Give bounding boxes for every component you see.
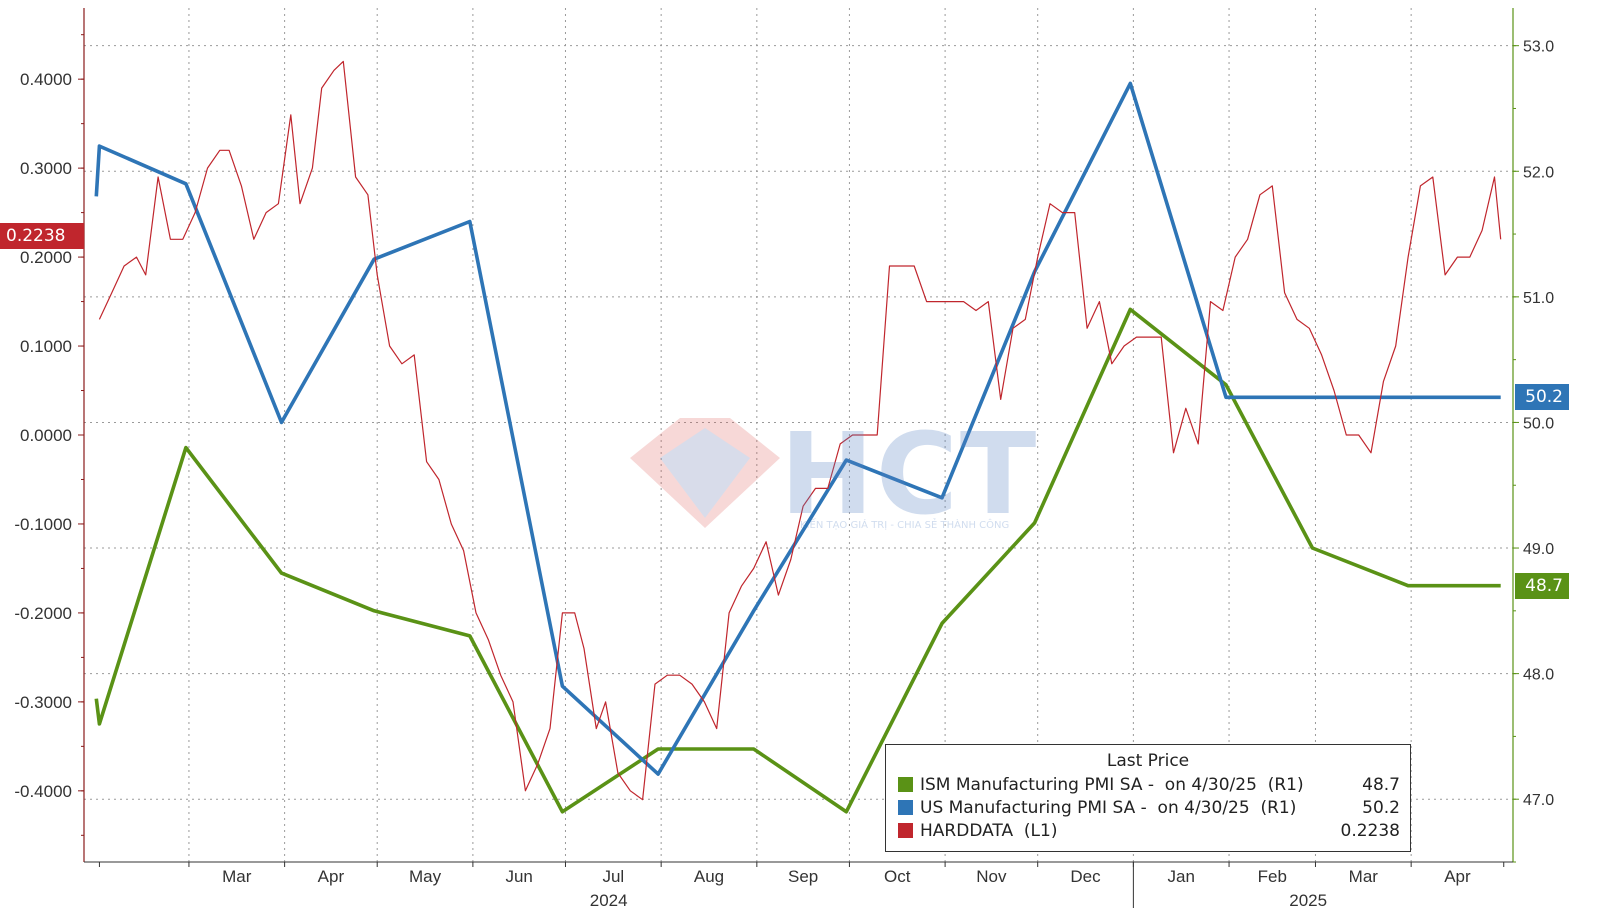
x-tick-label: Mar	[1349, 867, 1379, 886]
x-tick-label: Oct	[884, 867, 911, 886]
legend-name-harddata: HARDDATA (L1)	[920, 821, 1340, 841]
year-label-2024: 2024	[590, 891, 628, 909]
x-tick-label: Jul	[602, 867, 624, 886]
last-value-tag-ism-pmi: 48.7	[1515, 573, 1569, 599]
x-tick-label: Mar	[222, 867, 252, 886]
legend-swatch-harddata	[898, 823, 913, 838]
left-tick-label: -0.4000	[14, 782, 72, 801]
right-tick-label: 48.0	[1523, 667, 1554, 684]
legend-entry-ism: ISM Manufacturing PMI SA - on 4/30/25 (R…	[886, 773, 1410, 796]
x-tick-label: Feb	[1258, 867, 1287, 886]
series-line-2	[99, 61, 1500, 799]
x-tick-label: Apr	[1444, 867, 1471, 886]
legend-swatch-us-pmi	[898, 800, 913, 815]
x-tick-label: Aug	[694, 867, 724, 886]
legend-swatch-ism	[898, 777, 913, 792]
x-tick-label: Jun	[505, 867, 532, 886]
legend: Last Price ISM Manufacturing PMI SA - on…	[885, 744, 1411, 852]
series-line-0	[96, 309, 1500, 811]
left-tick-label: 0.4000	[20, 70, 72, 89]
left-tick-label: -0.1000	[14, 515, 72, 534]
right-tick-label: 47.0	[1523, 792, 1554, 809]
right-tick-label: 50.0	[1523, 415, 1554, 432]
x-tick-label: Dec	[1070, 867, 1101, 886]
x-tick-label: Nov	[976, 867, 1007, 886]
legend-value-harddata: 0.2238	[1340, 821, 1410, 841]
right-tick-label: 49.0	[1523, 541, 1554, 558]
year-label-2025: 2025	[1289, 891, 1327, 909]
series-line-1	[96, 83, 1500, 774]
x-tick-label: Apr	[318, 867, 345, 886]
left-tick-label: 0.1000	[20, 337, 72, 356]
legend-value-us-pmi: 50.2	[1340, 798, 1410, 818]
left-tick-label: 0.2000	[20, 248, 72, 267]
x-tick-label: Sep	[788, 867, 818, 886]
last-value-tag-us-pmi: 50.2	[1515, 384, 1569, 410]
legend-entry-harddata: HARDDATA (L1) 0.2238	[886, 819, 1410, 842]
left-tick-label: -0.2000	[14, 604, 72, 623]
legend-title: Last Price	[886, 751, 1410, 773]
right-tick-label: 51.0	[1523, 290, 1554, 307]
legend-value-ism: 48.7	[1340, 775, 1410, 795]
legend-entry-us-pmi: US Manufacturing PMI SA - on 4/30/25 (R1…	[886, 796, 1410, 819]
left-tick-label: 0.0000	[20, 426, 72, 445]
left-tick-label: -0.3000	[14, 693, 72, 712]
x-tick-label: Jan	[1168, 867, 1195, 886]
legend-name-ism: ISM Manufacturing PMI SA - on 4/30/25 (R…	[920, 775, 1340, 795]
last-value-tag-harddata: 0.2238	[0, 223, 84, 249]
left-tick-label: 0.3000	[20, 159, 72, 178]
right-tick-label: 52.0	[1523, 164, 1554, 181]
legend-name-us-pmi: US Manufacturing PMI SA - on 4/30/25 (R1…	[920, 798, 1340, 818]
right-tick-label: 53.0	[1523, 39, 1554, 56]
x-tick-label: May	[409, 867, 442, 886]
